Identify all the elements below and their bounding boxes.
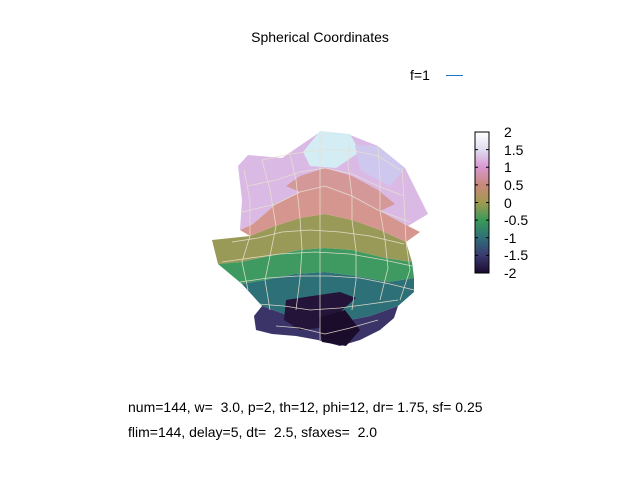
surface-band-olive xyxy=(212,214,412,264)
surface xyxy=(212,131,428,346)
chart-title: Spherical Coordinates xyxy=(251,29,389,45)
legend-label: f=1 xyxy=(410,67,430,83)
info-line-2: flim=144, delay=5, dt= 2.5, sfaxes= 2.0 xyxy=(128,424,378,440)
wireframe xyxy=(221,132,415,340)
wire-meridian-5 xyxy=(377,145,389,301)
surface-band-darkest-2 xyxy=(318,310,360,346)
colorbar-tick-label: -1 xyxy=(504,229,517,246)
wire-ring-5 xyxy=(221,251,413,267)
surface-cap-side xyxy=(355,145,405,186)
wire-ring-6 xyxy=(239,275,415,291)
wire-ring-1 xyxy=(261,149,401,171)
wire-ring-7 xyxy=(257,299,399,311)
surface-cap xyxy=(303,131,360,168)
wire-ring-4 xyxy=(231,229,405,245)
colorbar-tick-label: 1 xyxy=(504,159,512,176)
legend-line xyxy=(446,75,463,76)
surface-band-salmon xyxy=(240,186,420,242)
colorbar-tick-label: 2 xyxy=(504,124,512,140)
colorbar-tick-label: 0 xyxy=(504,194,512,211)
wire-ring-2 xyxy=(247,167,405,197)
colorbar-tick-label: -2 xyxy=(504,265,517,281)
wire-ring-3 xyxy=(241,185,411,223)
info-line-1: num=144, w= 3.0, p=2, th=12, phi=12, dr=… xyxy=(128,399,483,415)
colorbar xyxy=(474,131,490,274)
colorbar-tick-label: -1.5 xyxy=(504,247,529,264)
colorbar-tick-label: -0.5 xyxy=(504,212,529,229)
wire-meridian-4 xyxy=(261,159,277,311)
wire-meridian-2 xyxy=(289,153,303,311)
colorbar-tick-label: 0.5 xyxy=(504,176,524,193)
surface-band-salmon-2 xyxy=(286,168,395,212)
wire-ring-8 xyxy=(275,319,379,335)
wire-meridian-3 xyxy=(347,134,357,311)
wire-meridian-6 xyxy=(241,169,251,291)
colorbar-tick-label: 1.5 xyxy=(504,141,524,158)
wire-meridian-7 xyxy=(399,167,411,301)
